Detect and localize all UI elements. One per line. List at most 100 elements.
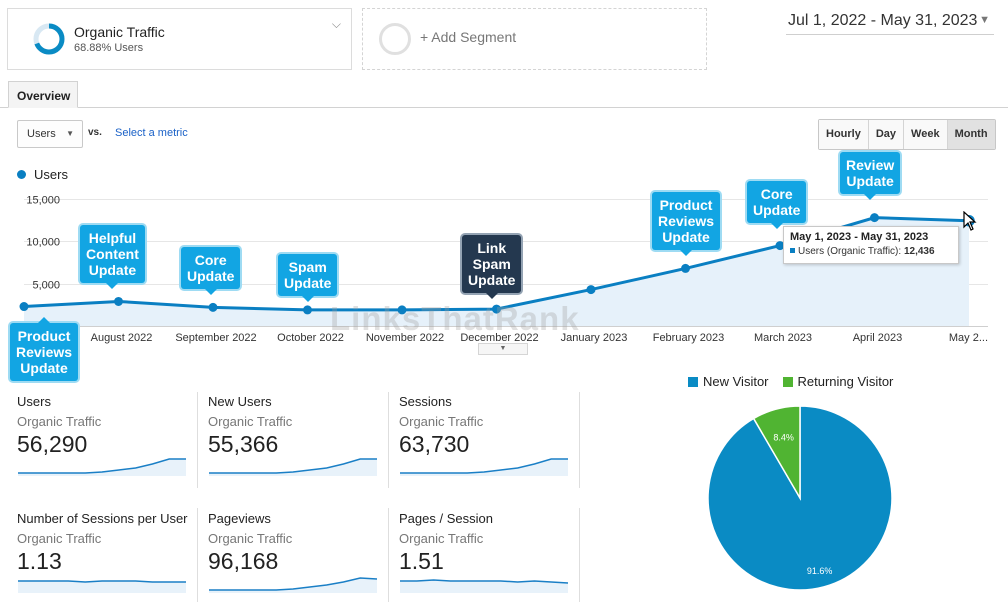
date-range-label: Jul 1, 2022 - May 31, 2023 xyxy=(788,12,978,29)
chart-legend: Users xyxy=(17,167,68,182)
metric-label: Pages / Session xyxy=(399,511,493,526)
data-point xyxy=(208,302,218,312)
metric-value: 55,366 xyxy=(208,431,279,457)
metric-value: 1.51 xyxy=(399,548,444,574)
data-point xyxy=(586,285,596,295)
pie-legend-returning-visitor-label: Returning Visitor xyxy=(797,374,894,389)
day-button[interactable]: Day xyxy=(868,120,905,149)
chart-collapse-handle[interactable]: ▼ xyxy=(478,343,528,355)
caret-down-icon: ▼ xyxy=(979,14,990,26)
metric-card-new-users[interactable]: New Users Organic Traffic 55,366 xyxy=(208,394,388,496)
metric-select-value: Users xyxy=(27,128,56,140)
metric-card-pageviews[interactable]: Pageviews Organic Traffic 96,168 xyxy=(208,511,388,604)
metric-value: 96,168 xyxy=(208,548,279,574)
metric-card-sessions-per-user[interactable]: Number of Sessions per User Organic Traf… xyxy=(17,511,197,604)
pie-slice-label: 8.4% xyxy=(773,433,794,443)
metric-card-sessions[interactable]: Sessions Organic Traffic 63,730 xyxy=(399,394,579,496)
annotation-spam-update: Spam Update xyxy=(278,254,338,302)
x-tick-label: August 2022 xyxy=(91,332,153,344)
tooltip-value: 12,436 xyxy=(903,246,935,257)
metric-segment: Organic Traffic xyxy=(17,414,102,429)
segment-title: Organic Traffic xyxy=(74,24,165,40)
sparkline xyxy=(209,458,377,476)
segment-subtitle: 68.88% Users xyxy=(74,42,144,54)
granularity-toggle: Hourly Day Week Month xyxy=(818,119,996,150)
sparkline xyxy=(209,577,378,593)
select-metric-link[interactable]: Select a metric xyxy=(115,127,188,139)
sparkline-area xyxy=(400,459,568,476)
x-tick-label: November 2022 xyxy=(366,332,444,344)
week-button[interactable]: Week xyxy=(904,120,948,149)
returning-visitor-swatch-icon xyxy=(782,377,793,387)
sparkline-area xyxy=(209,578,377,593)
sparkline-line xyxy=(400,458,568,474)
y-tick-label: 15,000 xyxy=(26,195,60,207)
metric-value: 63,730 xyxy=(399,431,470,457)
month-button[interactable]: Month xyxy=(947,120,995,149)
metric-value: 56,290 xyxy=(17,431,88,457)
data-point xyxy=(492,304,501,314)
metric-card-users[interactable]: Users Organic Traffic 56,290 xyxy=(17,394,197,496)
x-tick-label: January 2023 xyxy=(561,332,628,344)
sparkline-line xyxy=(209,577,378,591)
metric-segment: Organic Traffic xyxy=(208,414,293,429)
tab-overview[interactable]: Overview xyxy=(8,81,78,108)
annotation-review-update: Review Update xyxy=(840,152,901,200)
segment-organic-traffic[interactable]: Organic Traffic 68.88% Users ⌵ xyxy=(7,8,352,70)
x-tick-label: April 2023 xyxy=(853,332,903,344)
card-divider xyxy=(197,508,198,602)
metric-label: Number of Sessions per User xyxy=(17,511,188,526)
metric-card-pages-per-session[interactable]: Pages / Session Organic Traffic 1.51 xyxy=(399,511,579,604)
tooltip-series-label: Users (Organic Traffic): xyxy=(798,246,902,257)
annotation-helpful-content-update: Helpful Content Update xyxy=(80,225,145,289)
pie-legend: New Visitor Returning Visitor xyxy=(688,374,893,389)
x-tick-label: March 2023 xyxy=(754,332,812,344)
caret-down-icon: ▼ xyxy=(66,129,74,138)
chevron-down-icon[interactable]: ⌵ xyxy=(331,17,341,31)
annotation-product-reviews-update-2: Product Reviews Update xyxy=(652,192,721,256)
series-swatch-icon xyxy=(790,248,795,253)
add-segment-circle-icon xyxy=(379,23,411,55)
date-range-picker[interactable]: Jul 1, 2022 - May 31, 2023 ▼ xyxy=(786,11,994,35)
metric-label: New Users xyxy=(208,394,272,409)
tooltip-range: May 1, 2023 - May 31, 2023 xyxy=(790,231,929,243)
series-area xyxy=(24,217,969,326)
tab-divider xyxy=(0,107,1008,108)
annotation-core-update-2: Core Update xyxy=(747,181,807,229)
sparkline-area xyxy=(18,581,186,593)
x-tick-label: May 2... xyxy=(949,332,988,344)
metric-select[interactable]: Users ▼ xyxy=(17,120,83,148)
data-point xyxy=(19,302,29,312)
sparkline-line xyxy=(400,579,569,584)
add-segment-button[interactable]: + Add Segment xyxy=(362,8,707,70)
add-segment-label: + Add Segment xyxy=(420,29,517,45)
sparkline-area xyxy=(209,459,377,476)
annotation-product-reviews-update: Product Reviews Update xyxy=(10,317,79,381)
vs-label: vs. xyxy=(88,127,102,138)
hourly-button[interactable]: Hourly xyxy=(819,120,869,149)
metric-segment: Organic Traffic xyxy=(399,531,484,546)
tooltip-line: Users (Organic Traffic): 12,436 xyxy=(790,246,952,257)
sparkline-line xyxy=(18,458,186,474)
metric-label: Sessions xyxy=(399,394,452,409)
data-point xyxy=(870,213,879,223)
card-divider xyxy=(579,508,580,602)
data-point xyxy=(114,296,123,306)
y-tick-label: 10,000 xyxy=(26,237,60,249)
pie-slice-label: 91.6% xyxy=(807,566,833,576)
sparkline xyxy=(400,458,568,476)
sparkline-area xyxy=(400,580,568,593)
pie-slice-new-visitor xyxy=(707,405,893,591)
sparkline-line xyxy=(18,580,186,583)
pie-legend-new-visitor: New Visitor xyxy=(688,374,769,389)
metric-segment: Organic Traffic xyxy=(17,531,102,546)
card-divider xyxy=(388,508,389,602)
sparkline xyxy=(400,579,569,593)
legend-series-label: Users xyxy=(34,167,68,182)
annotation-core-update: Core Update xyxy=(181,247,241,295)
legend-dot-icon xyxy=(17,170,26,179)
y-tick-label: 5,000 xyxy=(32,280,60,292)
card-divider xyxy=(197,392,198,488)
metric-label: Users xyxy=(17,394,51,409)
pie-legend-returning-visitor: Returning Visitor xyxy=(782,374,894,389)
